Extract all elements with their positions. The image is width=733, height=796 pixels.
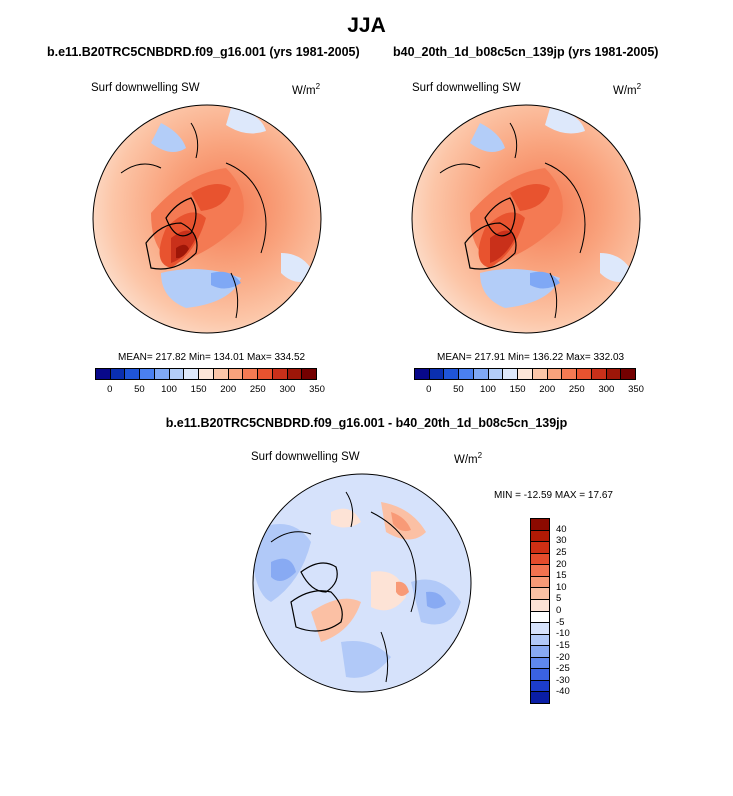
difference-colorbar-tick-label: -5 <box>556 616 565 628</box>
difference-colorbar-swatch <box>531 552 549 565</box>
left-colorbar-tick-label: 0 <box>107 384 113 395</box>
right-colorbar-swatch <box>590 369 606 379</box>
difference-colorbar-swatch <box>531 645 549 657</box>
left-colorbar-swatch <box>153 369 169 379</box>
left-colorbar-swatch <box>242 369 258 379</box>
right-colorbar-swatch <box>576 369 591 379</box>
difference-colorbar-swatch <box>531 691 549 703</box>
left-colorbar-tick-label: 350 <box>309 384 325 395</box>
right-colorbar-swatch <box>487 369 503 379</box>
right-colorbar-swatch <box>443 369 459 379</box>
right-colorbar-swatch <box>561 369 577 379</box>
difference-colorbar-tick-label: 15 <box>556 570 567 582</box>
difference-colorbar-swatch <box>531 622 549 634</box>
right-colorbar-tick-label: 300 <box>598 384 615 395</box>
right-colorbar-swatch <box>472 369 488 379</box>
left-colorbar-swatch <box>183 369 199 379</box>
difference-colorbar-swatch <box>531 633 549 646</box>
difference-colorbar-swatch <box>531 564 549 576</box>
left-colorbar-swatch <box>96 369 110 379</box>
difference-colorbar-swatch <box>531 668 549 680</box>
difference-colorbar-tick-label: 5 <box>556 593 562 605</box>
difference-title: b.e11.B20TRC5CNBDRD.f09_g16.001 - b40_20… <box>165 416 568 430</box>
difference-polar-map <box>252 473 472 693</box>
right-units-label: W/m2 <box>613 82 642 97</box>
difference-colorbar-tick-label: 30 <box>556 535 567 547</box>
right-colorbar-swatch <box>428 369 444 379</box>
right-colorbar-swatch <box>458 369 473 379</box>
right-colorbar <box>414 368 636 380</box>
right-panel-title: b40_20th_1d_b08c5cn_139jp (yrs 1981-2005… <box>393 45 659 59</box>
right-colorbar-tick-label: 100 <box>480 384 496 395</box>
right-colorbar-tick-label: 0 <box>426 384 432 395</box>
left-stats: MEAN= 217.82 Min= 134.01 Max= 334.52 <box>118 352 306 363</box>
difference-stats: MIN = -12.59 MAX = 17.67 <box>494 490 613 501</box>
difference-colorbar-tick-label: 40 <box>556 523 567 535</box>
difference-colorbar-swatch <box>531 610 549 623</box>
difference-colorbar-tick-label: -25 <box>556 663 570 675</box>
left-colorbar-swatch <box>212 369 228 379</box>
left-colorbar-swatch <box>198 369 213 379</box>
difference-colorbar-swatch <box>531 679 549 692</box>
difference-colorbar-tick-label: -15 <box>556 639 570 651</box>
left-colorbar-tick-label: 250 <box>249 384 266 395</box>
difference-colorbar-ticks: 40 30 25 20 15 10 5 0 -5 -10 -15 -20 -25 -30 -40 <box>556 518 596 704</box>
difference-variable-label: Surf downwelling SW <box>251 451 360 463</box>
left-colorbar-swatch <box>168 369 184 379</box>
right-colorbar-tick-label: 350 <box>628 384 644 395</box>
left-colorbar <box>95 368 317 380</box>
left-colorbar-tick-label: 300 <box>279 384 296 395</box>
right-colorbar-tick-label: 50 <box>453 384 464 395</box>
left-colorbar-ticks: 0 50 100 150 200 250 300 350 <box>95 384 325 396</box>
left-colorbar-swatch <box>227 369 243 379</box>
difference-colorbar <box>530 518 550 704</box>
difference-colorbar-tick-label: -40 <box>556 686 570 698</box>
difference-colorbar-swatch <box>531 529 549 542</box>
difference-colorbar-swatch <box>531 541 549 553</box>
left-colorbar-swatch <box>257 369 272 379</box>
main-title: JJA <box>347 14 386 37</box>
left-units-label: W/m2 <box>292 82 321 97</box>
left-variable-label: Surf downwelling SW <box>91 82 200 94</box>
right-colorbar-ticks: 0 50 100 150 200 250 300 350 <box>414 384 644 396</box>
difference-colorbar-swatch <box>531 575 549 588</box>
right-variable-label: Surf downwelling SW <box>412 82 521 94</box>
difference-colorbar-tick-label: -20 <box>556 651 570 663</box>
right-colorbar-swatch <box>502 369 518 379</box>
difference-colorbar-tick-label: -30 <box>556 674 570 686</box>
left-colorbar-tick-label: 200 <box>220 384 237 395</box>
difference-colorbar-swatch <box>531 519 549 530</box>
right-colorbar-tick-label: 250 <box>568 384 585 395</box>
right-colorbar-swatch <box>531 369 547 379</box>
right-polar-map <box>411 104 641 334</box>
left-polar-map <box>92 104 322 334</box>
difference-colorbar-swatch <box>531 587 549 599</box>
difference-colorbar-swatch <box>531 598 549 611</box>
left-colorbar-tick-label: 50 <box>134 384 145 395</box>
difference-colorbar-tick-label: 10 <box>556 581 567 593</box>
difference-colorbar-tick-label: -10 <box>556 628 570 640</box>
left-colorbar-tick-label: 150 <box>190 384 207 395</box>
left-colorbar-swatch <box>271 369 287 379</box>
difference-colorbar-swatch <box>531 656 549 669</box>
difference-units-label: W/m2 <box>454 451 483 466</box>
difference-colorbar-tick-label: 20 <box>556 558 567 570</box>
left-panel-title: b.e11.B20TRC5CNBDRD.f09_g16.001 (yrs 198… <box>47 45 360 59</box>
right-colorbar-tick-label: 150 <box>509 384 526 395</box>
left-colorbar-swatch <box>124 369 140 379</box>
difference-colorbar-tick-label: 0 <box>556 605 562 616</box>
right-colorbar-swatch <box>517 369 532 379</box>
difference-colorbar-tick-label: 25 <box>556 546 567 558</box>
right-colorbar-swatch <box>546 369 562 379</box>
left-colorbar-swatch <box>301 369 317 379</box>
left-colorbar-swatch <box>139 369 154 379</box>
left-colorbar-swatch <box>109 369 125 379</box>
left-colorbar-tick-label: 100 <box>161 384 177 395</box>
right-stats: MEAN= 217.91 Min= 136.22 Max= 332.03 <box>437 352 625 363</box>
right-colorbar-tick-label: 200 <box>539 384 556 395</box>
right-colorbar-swatch <box>620 369 636 379</box>
right-colorbar-swatch <box>415 369 429 379</box>
right-colorbar-swatch <box>605 369 621 379</box>
left-colorbar-swatch <box>286 369 302 379</box>
